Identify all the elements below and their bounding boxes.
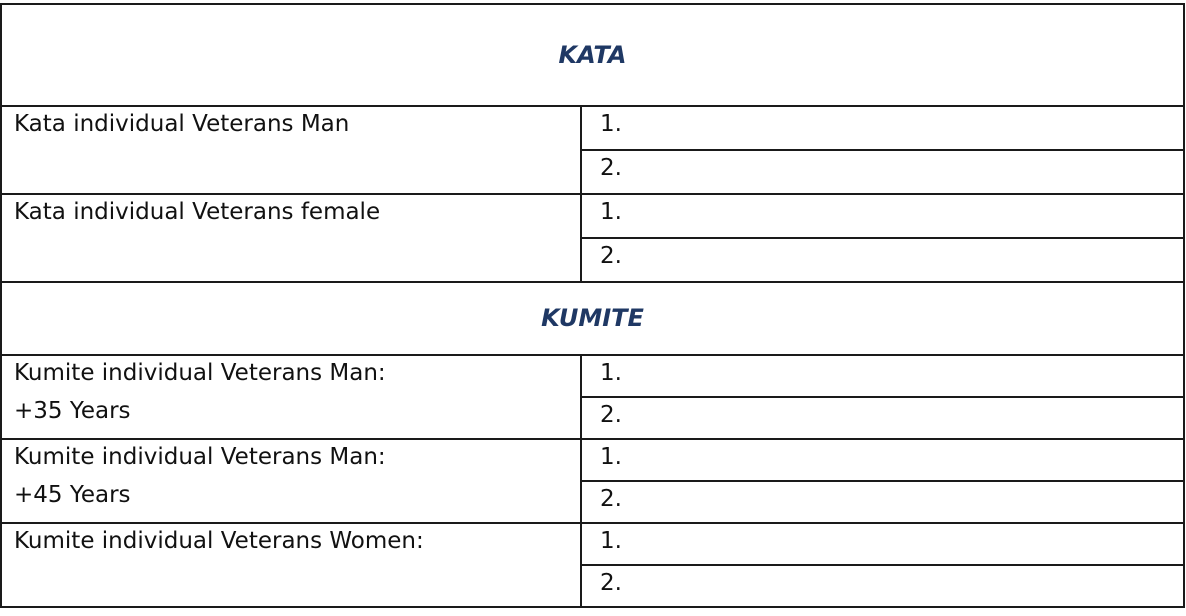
category-label: Kumite individual Veterans Man: +45 Year… [0,438,582,524]
category-label-text: Kumite individual Veterans Man: [14,444,386,470]
place-cell: 1. [580,193,1185,239]
category-label-text: Kumite individual Veterans Women: [14,528,424,554]
category-label-subtext: +35 Years [14,398,131,424]
place-cell: 1. [580,438,1185,482]
results-document: KATA Kata individual Veterans Man 1. 2. … [0,3,1185,611]
place-cell: 1. [580,105,1185,151]
category-label-text: Kumite individual Veterans Man: [14,360,386,386]
section-title-kata: KATA [0,3,1185,107]
table-row: Kumite individual Veterans Women: 1. [0,522,1185,608]
category-label: Kata individual Veterans Man [0,105,582,195]
table-row: 2. [1,480,1185,524]
table-row: Kata individual Veterans Man 1. [0,105,1185,195]
place-cell: 1. [580,522,1185,566]
table-row: 2. [1,149,1185,195]
category-label: Kumite individual Veterans Man: +35 Year… [0,354,582,440]
section-header-row: KUMITE [0,281,1185,356]
place-cell: 1. [580,354,1185,398]
section-header-row: KATA [0,3,1185,107]
place-cell: 2. [580,564,1185,608]
category-label: Kumite individual Veterans Women: [0,522,582,608]
place-cell: 2. [580,237,1185,283]
table-row: Kata individual Veterans female 1. [0,193,1185,283]
table-row: 2. [1,237,1185,283]
table-row: 2. [1,564,1185,608]
category-label: Kata individual Veterans female [0,193,582,283]
table-row: Kumite individual Veterans Man: +45 Year… [0,438,1185,524]
category-label-text: Kata individual Veterans Man [14,111,350,137]
table-row: Kumite individual Veterans Man: +35 Year… [0,354,1185,440]
section-title-kumite: KUMITE [0,281,1185,356]
category-label-text: Kata individual Veterans female [14,199,381,225]
category-label-subtext: +45 Years [14,482,131,508]
place-cell: 2. [580,149,1185,195]
results-table: KATA Kata individual Veterans Man 1. 2. … [0,3,1185,608]
place-cell: 2. [580,480,1185,524]
place-cell: 2. [580,396,1185,440]
table-row: 2. [1,396,1185,440]
